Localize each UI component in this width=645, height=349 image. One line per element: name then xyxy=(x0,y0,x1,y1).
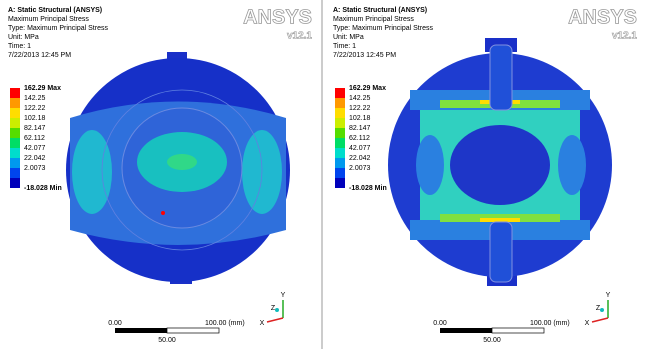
panel-title: A: Static Structural (ANSYS) xyxy=(8,7,102,14)
legend-label: 102.18 xyxy=(349,115,371,122)
scale-label: 50.00 xyxy=(158,337,176,344)
legend-label: 42.077 xyxy=(24,145,46,152)
legend-label: 142.25 xyxy=(349,95,371,102)
version: v12.1 xyxy=(612,31,637,42)
legend-label: 142.25 xyxy=(24,95,46,102)
legend-label: 62.112 xyxy=(24,135,45,142)
logo: ANSYS xyxy=(243,6,312,28)
info-line: 7/22/2013 12:45 PM xyxy=(8,52,71,59)
legend-label: 102.18 xyxy=(24,115,46,122)
axis-z xyxy=(275,308,279,312)
scale-label: 50.00 xyxy=(483,337,501,344)
legend-swatch xyxy=(10,128,20,138)
legend-swatch xyxy=(10,108,20,118)
legend-label: 122.22 xyxy=(24,105,46,112)
info-line: Unit: MPa xyxy=(333,34,364,41)
axis-label: X xyxy=(260,320,265,327)
info-line: Maximum Principal Stress xyxy=(333,16,414,23)
legend-swatch xyxy=(10,148,20,158)
info-line: Maximum Principal Stress xyxy=(8,16,89,23)
info-line: Type: Maximum Principal Stress xyxy=(8,25,108,32)
legend-swatch xyxy=(335,88,345,98)
legend-swatch xyxy=(335,148,345,158)
legend-label: 42.077 xyxy=(349,145,371,152)
info-line: Type: Maximum Principal Stress xyxy=(333,25,433,32)
legend-swatch xyxy=(10,178,20,188)
legend-label: 22.042 xyxy=(24,155,46,162)
scale-label: 0.00 xyxy=(433,320,447,327)
legend-label: 22.042 xyxy=(349,155,371,162)
legend-label: 82.147 xyxy=(24,125,46,132)
legend-label: 2.0073 xyxy=(349,165,371,172)
legend-swatch xyxy=(10,168,20,178)
legend-swatch xyxy=(10,98,20,108)
scale-label: 100.00 (mm) xyxy=(530,320,570,327)
legend-label: -18.028 Min xyxy=(349,185,387,192)
legend-swatch xyxy=(335,98,345,108)
info-line: 7/22/2013 12:45 PM xyxy=(333,52,396,59)
legend-label: -18.028 Min xyxy=(24,185,62,192)
legend-label: 2.0073 xyxy=(24,165,46,172)
legend-swatch xyxy=(10,158,20,168)
legend-label: 62.112 xyxy=(349,135,370,142)
info-line: Unit: MPa xyxy=(8,34,39,41)
axis-label: X xyxy=(585,320,590,327)
legend-swatch xyxy=(335,118,345,128)
legend-label: 82.147 xyxy=(349,125,371,132)
screenshot: A: Static Structural (ANSYS) Maximum Prin… xyxy=(0,0,645,349)
scale-bar xyxy=(440,328,492,333)
legend-swatch xyxy=(335,158,345,168)
scale-bar xyxy=(115,328,167,333)
legend-label: 122.22 xyxy=(349,105,371,112)
scale-label: 100.00 (mm) xyxy=(205,320,245,327)
legend-label: 162.29 Max xyxy=(24,85,61,92)
legend-swatch xyxy=(335,168,345,178)
axis-label: Y xyxy=(281,292,286,299)
axis-label: Z xyxy=(271,305,276,312)
version: v12.1 xyxy=(287,31,312,42)
axis-z xyxy=(600,308,604,312)
axis-label: Z xyxy=(596,305,601,312)
legend-swatch xyxy=(10,88,20,98)
axis-label: Y xyxy=(606,292,611,299)
legend-swatch xyxy=(335,138,345,148)
legend-swatch xyxy=(335,178,345,188)
legend-label: 162.29 Max xyxy=(349,85,386,92)
legend-swatch xyxy=(10,118,20,128)
logo: ANSYS xyxy=(568,6,637,28)
legend-swatch xyxy=(335,108,345,118)
scale-bar xyxy=(167,328,219,333)
legend-swatch xyxy=(10,138,20,148)
info-line: Time: 1 xyxy=(333,43,356,50)
info-line: Time: 1 xyxy=(8,43,31,50)
scale-label: 0.00 xyxy=(108,320,122,327)
legend-swatch xyxy=(335,128,345,138)
scale-bar xyxy=(492,328,544,333)
panel-title: A: Static Structural (ANSYS) xyxy=(333,7,427,14)
